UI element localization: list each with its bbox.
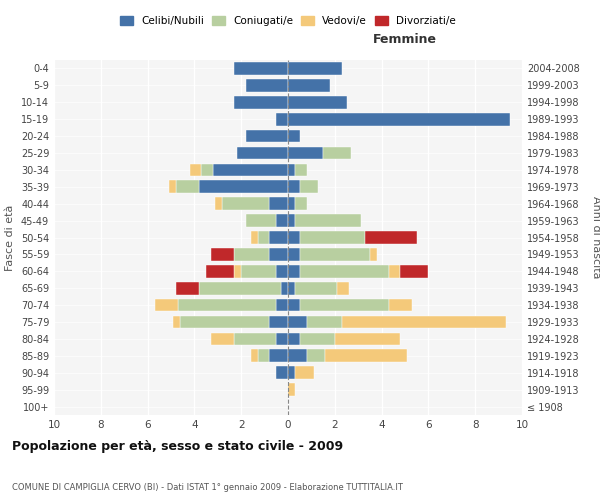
- Bar: [206, 265, 234, 278]
- Bar: [295, 164, 307, 176]
- Bar: [288, 248, 300, 260]
- Bar: [277, 332, 288, 345]
- Bar: [288, 231, 300, 244]
- Bar: [288, 384, 295, 396]
- Bar: [389, 299, 412, 312]
- Bar: [300, 332, 335, 345]
- Bar: [325, 350, 407, 362]
- Bar: [277, 113, 288, 126]
- Bar: [257, 350, 269, 362]
- Bar: [257, 231, 269, 244]
- Bar: [234, 96, 288, 108]
- Bar: [389, 265, 400, 278]
- Bar: [323, 146, 351, 160]
- Bar: [342, 316, 506, 328]
- Bar: [288, 180, 300, 193]
- Bar: [269, 248, 288, 260]
- Bar: [288, 130, 300, 142]
- Bar: [295, 214, 361, 227]
- Bar: [288, 214, 295, 227]
- Bar: [155, 299, 178, 312]
- Bar: [269, 198, 288, 210]
- Bar: [277, 265, 288, 278]
- Bar: [173, 316, 181, 328]
- Bar: [202, 164, 213, 176]
- Bar: [251, 231, 257, 244]
- Bar: [199, 282, 281, 294]
- Bar: [295, 198, 307, 210]
- Bar: [251, 350, 257, 362]
- Bar: [223, 198, 269, 210]
- Bar: [288, 282, 295, 294]
- Bar: [234, 265, 241, 278]
- Y-axis label: Anni di nascita: Anni di nascita: [591, 196, 600, 279]
- Bar: [234, 62, 288, 75]
- Bar: [277, 299, 288, 312]
- Bar: [277, 214, 288, 227]
- Bar: [300, 265, 389, 278]
- Bar: [176, 180, 199, 193]
- Bar: [211, 332, 234, 345]
- Bar: [288, 350, 307, 362]
- Bar: [269, 350, 288, 362]
- Bar: [295, 282, 337, 294]
- Bar: [300, 180, 319, 193]
- Bar: [246, 79, 288, 92]
- Bar: [288, 146, 323, 160]
- Bar: [295, 366, 314, 379]
- Bar: [288, 366, 295, 379]
- Bar: [288, 198, 295, 210]
- Bar: [300, 299, 389, 312]
- Bar: [288, 299, 300, 312]
- Bar: [288, 62, 342, 75]
- Bar: [234, 248, 269, 260]
- Bar: [181, 316, 269, 328]
- Bar: [300, 231, 365, 244]
- Bar: [241, 265, 277, 278]
- Bar: [169, 180, 176, 193]
- Y-axis label: Fasce di età: Fasce di età: [5, 204, 15, 270]
- Bar: [246, 214, 277, 227]
- Bar: [178, 299, 277, 312]
- Bar: [337, 282, 349, 294]
- Bar: [400, 265, 428, 278]
- Bar: [269, 316, 288, 328]
- Bar: [176, 282, 199, 294]
- Bar: [269, 231, 288, 244]
- Bar: [307, 316, 342, 328]
- Bar: [288, 113, 510, 126]
- Bar: [370, 248, 377, 260]
- Bar: [288, 265, 300, 278]
- Bar: [288, 79, 330, 92]
- Bar: [199, 180, 288, 193]
- Text: Femmine: Femmine: [373, 33, 437, 46]
- Bar: [288, 316, 307, 328]
- Bar: [288, 164, 295, 176]
- Legend: Celibi/Nubili, Coniugati/e, Vedovi/e, Divorziati/e: Celibi/Nubili, Coniugati/e, Vedovi/e, Di…: [120, 16, 456, 26]
- Bar: [288, 332, 300, 345]
- Bar: [215, 198, 223, 210]
- Text: COMUNE DI CAMPIGLIA CERVO (BI) - Dati ISTAT 1° gennaio 2009 - Elaborazione TUTTI: COMUNE DI CAMPIGLIA CERVO (BI) - Dati IS…: [12, 483, 403, 492]
- Bar: [213, 164, 288, 176]
- Bar: [335, 332, 400, 345]
- Bar: [236, 146, 288, 160]
- Bar: [277, 366, 288, 379]
- Bar: [281, 282, 288, 294]
- Bar: [365, 231, 417, 244]
- Bar: [246, 130, 288, 142]
- Bar: [307, 350, 325, 362]
- Bar: [300, 248, 370, 260]
- Bar: [190, 164, 202, 176]
- Bar: [234, 332, 277, 345]
- Text: Popolazione per età, sesso e stato civile - 2009: Popolazione per età, sesso e stato civil…: [12, 440, 343, 453]
- Bar: [288, 96, 347, 108]
- Bar: [211, 248, 234, 260]
